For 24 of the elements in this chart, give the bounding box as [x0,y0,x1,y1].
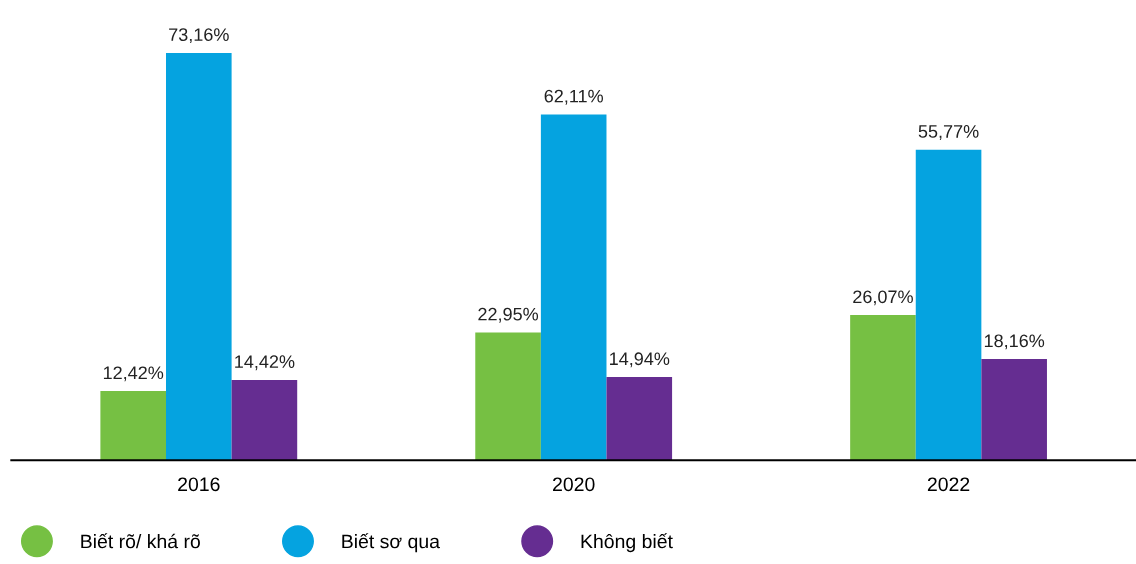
bar [231,379,298,461]
x-tick-label: 2016 [178,477,220,492]
data-label: 55,77% [918,125,979,140]
bar [915,149,982,461]
legend-label: Biết rõ/ khá rõ [81,533,200,549]
x-tick-label: 2022 [927,477,970,492]
data-label: 22,95% [478,307,539,323]
bar [981,359,1047,461]
data-label: 12,42% [103,366,164,382]
data-label: 14,42% [235,355,295,371]
data-label: 73,16% [169,28,229,44]
data-label: 18,16% [984,334,1045,350]
data-label: 62,11% [544,89,603,105]
legend-label: Biết sơ qua [342,533,440,553]
bar [100,391,166,461]
bar [475,332,541,461]
data-label: 14,94% [610,352,670,368]
x-tick-label: 2020 [553,477,595,492]
bar [606,377,673,461]
data-label: 26,07% [853,290,913,306]
bar [850,315,916,461]
bar [166,52,232,461]
bar [540,114,607,461]
legend-label: Không biết [581,533,673,553]
